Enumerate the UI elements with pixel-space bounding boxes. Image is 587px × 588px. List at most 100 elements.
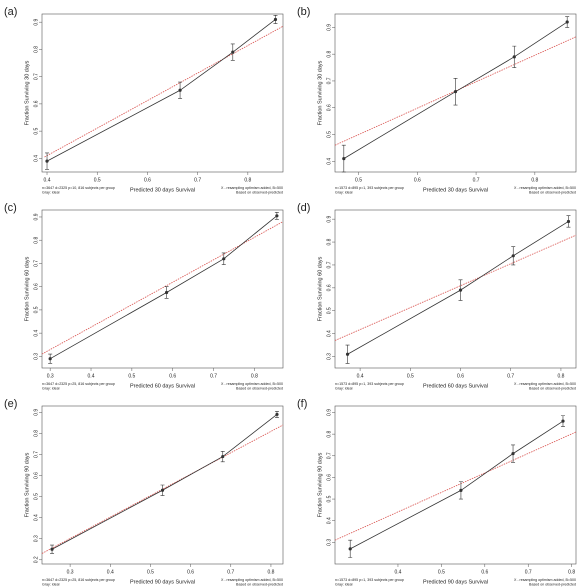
y-tick-label: 0.9 bbox=[33, 18, 39, 25]
x-tick-label: 0.8 bbox=[531, 177, 538, 183]
y-tick-label: 0.4 bbox=[33, 514, 39, 521]
note: Gray: ideal bbox=[335, 190, 353, 194]
point bbox=[453, 90, 458, 94]
y-tick-label: 0.6 bbox=[33, 472, 39, 479]
y-tick-label: 0.8 bbox=[33, 430, 39, 437]
note: n=3647 d=2325 p=25, 816 subjects per gro… bbox=[42, 578, 115, 582]
y-tick-label: 0.9 bbox=[33, 409, 39, 416]
x-tick-label: 0.8 bbox=[244, 177, 251, 183]
y-tick-label: 0.3 bbox=[326, 539, 332, 546]
note: X - resampling optimism added, B=500 bbox=[514, 578, 576, 582]
x-axis-label: Predicted 90 days Survival bbox=[423, 579, 488, 585]
y-tick-label: 0.8 bbox=[33, 46, 39, 53]
y-tick-label: 0.6 bbox=[326, 284, 332, 291]
note: X - resampling optimism added, B=500 bbox=[221, 186, 283, 190]
x-tick-label: 0.5 bbox=[355, 177, 362, 183]
note: n=1573 d=895 p=1, 393 subjects per group bbox=[335, 382, 404, 386]
x-tick-label: 0.4 bbox=[357, 373, 364, 379]
point bbox=[342, 157, 346, 161]
x-axis-label: Predicted 60 days Survival bbox=[130, 383, 195, 389]
x-axis-label: Predicted 90 days Survival bbox=[130, 579, 195, 585]
point bbox=[273, 17, 278, 22]
x-tick-label: 0.8 bbox=[557, 373, 564, 379]
plot-frame bbox=[41, 13, 284, 173]
point bbox=[345, 352, 350, 356]
point bbox=[164, 290, 169, 295]
point bbox=[222, 257, 226, 261]
point bbox=[178, 88, 182, 92]
note: Based on observed-predicted bbox=[529, 582, 576, 586]
note: Gray: ideal bbox=[335, 386, 353, 390]
x-tick-label: 0.6 bbox=[481, 569, 488, 575]
x-tick-label: 0.7 bbox=[194, 177, 201, 183]
note: X - resampling optimism added, B=500 bbox=[221, 578, 283, 582]
x-tick-label: 0.3 bbox=[67, 569, 74, 575]
x-tick-label: 0.8 bbox=[568, 569, 575, 575]
note: Based on observed-predicted bbox=[236, 190, 283, 194]
y-tick-label: 0.9 bbox=[326, 409, 332, 416]
x-tick-label: 0.3 bbox=[47, 373, 54, 379]
x-tick-label: 0.5 bbox=[407, 373, 414, 379]
note: Gray: ideal bbox=[42, 582, 60, 586]
x-tick-label: 0.4 bbox=[107, 569, 114, 575]
note: Gray: ideal bbox=[42, 386, 60, 390]
x-tick-label: 0.7 bbox=[473, 177, 480, 183]
calibration-line bbox=[44, 25, 284, 158]
x-tick-label: 0.6 bbox=[457, 373, 464, 379]
x-tick-label: 0.5 bbox=[94, 177, 101, 183]
y-tick-label: 0.3 bbox=[33, 353, 39, 360]
x-tick-label: 0.8 bbox=[251, 373, 258, 379]
observed-line bbox=[51, 414, 278, 550]
y-tick-label: 0.7 bbox=[326, 452, 332, 459]
y-tick-label: 0.7 bbox=[326, 77, 332, 84]
plot-frame bbox=[41, 209, 284, 369]
y-axis-label: Fraction Surviving 30 days bbox=[317, 60, 323, 125]
note: Gray: ideal bbox=[42, 190, 60, 194]
y-tick-label: 0.4 bbox=[326, 158, 332, 165]
point bbox=[45, 159, 49, 163]
point bbox=[348, 547, 352, 551]
y-tick-label: 0.6 bbox=[33, 100, 39, 107]
y-tick-label: 0.8 bbox=[326, 430, 332, 437]
calibration-line bbox=[41, 424, 284, 554]
y-tick-label: 0.8 bbox=[326, 50, 332, 57]
y-tick-label: 0.3 bbox=[326, 353, 332, 360]
y-axis-label: Fraction Surviving 30 days bbox=[24, 60, 30, 125]
y-tick-label: 0.7 bbox=[326, 261, 332, 268]
y-axis-label: Fraction Surviving 60 days bbox=[24, 256, 30, 321]
y-tick-label: 0.3 bbox=[33, 535, 39, 542]
note: X - resampling optimism added, B=500 bbox=[221, 382, 283, 386]
x-tick-label: 0.4 bbox=[44, 177, 51, 183]
point bbox=[561, 419, 565, 423]
y-axis-label: Fraction Surviving 90 days bbox=[317, 452, 323, 517]
panel-label: (e) bbox=[4, 398, 17, 410]
observed-line bbox=[49, 215, 278, 360]
y-tick-label: 0.5 bbox=[326, 307, 332, 314]
y-tick-label: 0.7 bbox=[33, 451, 39, 458]
x-tick-label: 0.7 bbox=[507, 373, 514, 379]
y-tick-label: 0.4 bbox=[33, 155, 39, 162]
point bbox=[231, 50, 235, 54]
y-tick-label: 0.2 bbox=[33, 556, 39, 563]
observed-line bbox=[350, 420, 564, 550]
note: X - resampling optimism added, B=500 bbox=[514, 186, 576, 190]
note: Gray: ideal bbox=[335, 582, 353, 586]
panel-label: (d) bbox=[297, 202, 310, 214]
x-axis-label: Predicted 30 days Survival bbox=[130, 187, 195, 193]
x-axis-label: Predicted 30 days Survival bbox=[423, 187, 488, 193]
point bbox=[275, 412, 279, 417]
x-tick-label: 0.5 bbox=[438, 569, 445, 575]
note: n=1573 d=895 p=1, 393 subjects per group bbox=[335, 578, 404, 582]
y-tick-label: 0.8 bbox=[326, 238, 332, 245]
calibration-line bbox=[334, 431, 577, 541]
y-tick-label: 0.6 bbox=[326, 104, 332, 111]
observed-line bbox=[46, 19, 276, 162]
x-tick-label: 0.5 bbox=[128, 373, 135, 379]
y-tick-label: 0.7 bbox=[33, 260, 39, 267]
x-tick-label: 0.7 bbox=[210, 373, 217, 379]
y-tick-label: 0.5 bbox=[326, 495, 332, 502]
point bbox=[511, 452, 515, 456]
point bbox=[50, 547, 54, 551]
point bbox=[565, 20, 569, 24]
observed-line bbox=[347, 221, 569, 355]
